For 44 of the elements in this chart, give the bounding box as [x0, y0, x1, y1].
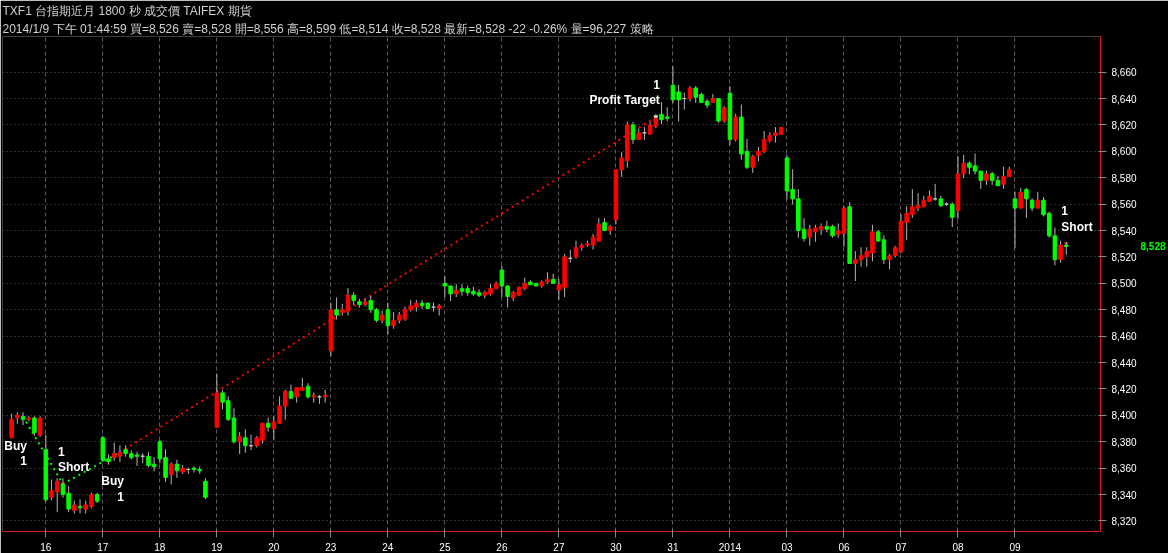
- y-tick-label: 8,520: [1111, 251, 1137, 263]
- x-tick-label: 08: [952, 541, 964, 553]
- x-tick-label: 26: [496, 541, 508, 553]
- y-tick-label: 8,540: [1111, 225, 1137, 237]
- series-label: Buy 1: [101, 474, 125, 504]
- x-tick-label: 25: [439, 541, 451, 553]
- y-tick-label: 8,420: [1111, 383, 1137, 395]
- y-tick-label: 8,320: [1111, 515, 1137, 527]
- x-tick-label: 09: [1009, 541, 1021, 553]
- x-tick-label: 27: [553, 541, 565, 553]
- y-tick-label: 8,500: [1111, 278, 1137, 290]
- series-label: 1 Short: [57, 444, 90, 474]
- x-tick-label: 16: [40, 541, 52, 553]
- y-tick-label: 8,640: [1111, 93, 1137, 105]
- x-tick-label: 2014: [718, 541, 742, 553]
- y-tick-label: 8,340: [1111, 489, 1137, 501]
- x-tick-label: 03: [781, 541, 793, 553]
- x-tick-label: 20: [268, 541, 280, 553]
- x-tick-label: 31: [667, 541, 679, 553]
- y-tick-label: 8,460: [1111, 331, 1137, 343]
- y-tick-label: 8,620: [1111, 119, 1137, 131]
- text: Buy 1: [4, 438, 28, 469]
- chart-subtitle: 2014/1/9 下午 01:44:59 買=8,526 賣=8,528 開=8,556 高=8,599 低=8,514 收=8,528 最新=8,528 -22 -0.26% 量=96,227 策略: [2, 21, 654, 36]
- x-tick-label: 23: [325, 541, 337, 553]
- x-tick-label: 17: [97, 541, 109, 553]
- y-tick-label: 8,380: [1111, 436, 1137, 448]
- x-tick-label: 19: [211, 541, 223, 553]
- y-tick-label: 8,400: [1111, 410, 1137, 422]
- y-tick-label: 8,660: [1111, 67, 1137, 79]
- y-tick-label: 8,480: [1111, 304, 1137, 316]
- series-label: 1 Profit Target: [589, 77, 661, 108]
- x-tick-label: 06: [838, 541, 850, 553]
- y-tick-label: 8,560: [1111, 199, 1137, 211]
- x-tick-label: 30: [610, 541, 622, 553]
- y-tick-label: 8,360: [1111, 463, 1137, 475]
- x-tick-label: 18: [154, 541, 166, 553]
- y-tick-label: 8,580: [1111, 172, 1137, 184]
- text: 8,528: [1140, 241, 1166, 253]
- y-tick-label: 8,440: [1111, 357, 1137, 369]
- x-tick-label: 07: [895, 541, 907, 553]
- chart-title: TXF1 台指期近月 1800 秒 成交價 TAIFEX 期貨: [2, 3, 252, 18]
- y-tick-label: 8,600: [1111, 146, 1137, 158]
- x-tick-label: 24: [382, 541, 394, 553]
- text: 1 Short: [1061, 204, 1093, 234]
